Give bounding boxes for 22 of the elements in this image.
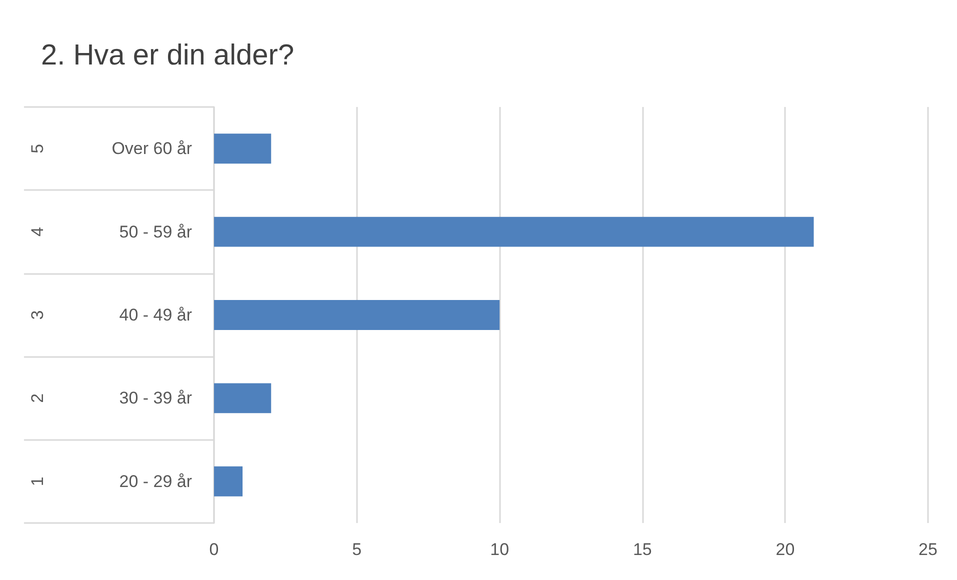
bar bbox=[214, 216, 814, 247]
y-tick-label: 40 - 49 år bbox=[119, 306, 192, 324]
bar bbox=[214, 300, 500, 330]
y-tick-label: 30 - 39 år bbox=[119, 388, 192, 408]
x-tick-label: 15 bbox=[632, 540, 652, 559]
y-tick-label: 50 - 59 år bbox=[119, 222, 192, 242]
text: 2 bbox=[28, 393, 47, 403]
bar bbox=[214, 383, 272, 414]
y-tick-label: Over 60 år bbox=[112, 139, 192, 158]
bar bbox=[214, 134, 272, 164]
text: 1 bbox=[28, 476, 47, 486]
x-tick-label: 25 bbox=[918, 540, 938, 559]
x-tick-label: 0 bbox=[209, 540, 219, 559]
x-tick-label: 20 bbox=[776, 540, 795, 559]
text: 4 bbox=[28, 227, 47, 237]
bar bbox=[214, 466, 243, 496]
text: 5 bbox=[28, 144, 47, 154]
y-tick-label: 20 - 29 år bbox=[119, 472, 192, 491]
text: 3 bbox=[28, 310, 47, 320]
x-tick-label: 10 bbox=[490, 540, 510, 559]
chart-title: 2. Hva er din alder? bbox=[41, 40, 294, 72]
x-tick-label: 5 bbox=[352, 540, 362, 559]
